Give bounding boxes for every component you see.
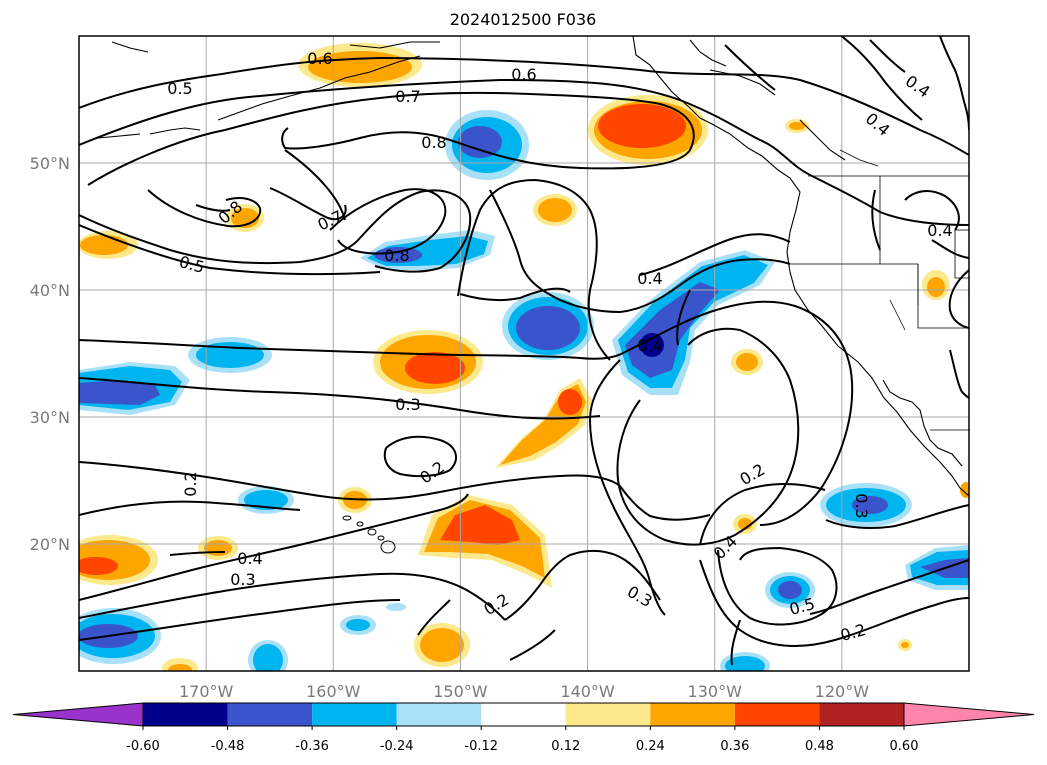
- colorbar-segment: [734, 703, 820, 726]
- contour-label: 0.3: [852, 493, 871, 518]
- contour-lines: [79, 36, 969, 666]
- colorbar-extend-low: [12, 702, 144, 727]
- lon-tick-label: 130°W: [688, 682, 743, 701]
- lat-tick-label: 40°N: [30, 281, 70, 300]
- contour-label: 0.4: [637, 269, 662, 288]
- colorbar-tick-label: 0.36: [720, 739, 749, 754]
- colorbar-segment: [312, 703, 397, 726]
- colorbar-segment: [227, 703, 313, 726]
- contour-label: 0.8: [384, 246, 409, 265]
- contour-label: 0.6: [511, 65, 536, 84]
- lon-tick-label: 160°W: [306, 682, 361, 701]
- colorbar-tick-label: -0.36: [295, 739, 329, 754]
- colorbar-tick-label: 0.60: [890, 739, 919, 754]
- colorbar-segment: [143, 703, 228, 726]
- contour-label: 0.4: [927, 221, 952, 240]
- lon-tick-label: 150°W: [433, 682, 488, 701]
- colorbar-segment: [481, 703, 566, 726]
- contour-label: 0.4: [637, 336, 662, 355]
- anomaly-fills: [79, 43, 969, 671]
- lat-tick-label: 20°N: [30, 535, 70, 554]
- colorbar-tick-label: -0.48: [211, 739, 245, 754]
- lat-tick-label: 30°N: [30, 408, 70, 427]
- colorbar-segment: [650, 703, 735, 726]
- lon-tick-label: 120°W: [815, 682, 870, 701]
- lon-tick-label: 140°W: [560, 682, 615, 701]
- colorbar-tick-label: -0.12: [464, 739, 498, 754]
- colorbar-tick-label: -0.60: [126, 739, 160, 754]
- colorbar-segment: [819, 703, 904, 726]
- contour-label: 0.4: [237, 549, 262, 568]
- colorbar-tick-label: 0.12: [551, 739, 580, 754]
- longitude-labels: 170°W 160°W 150°W 140°W 130°W 120°W: [179, 682, 869, 701]
- contour-label: 0.3: [395, 395, 420, 414]
- contour-label: 0.2: [181, 471, 200, 496]
- map-frame: [78, 35, 970, 672]
- colorbar-tick-label: 0.24: [636, 739, 665, 754]
- hawaiian-islands: [342, 515, 396, 554]
- lon-tick-label: 170°W: [179, 682, 234, 701]
- colorbar-tick-label: 0.48: [805, 739, 834, 754]
- lat-tick-label: 50°N: [30, 154, 70, 173]
- latitude-labels: 50°N 40°N 30°N 20°N: [30, 154, 70, 554]
- contour-label: 0.3: [230, 570, 255, 589]
- contour-label: 0.8: [421, 133, 446, 152]
- contour-labels: 0.60.50.60.70.80.8 0.70.80.50.40.40.40.40…: [167, 49, 952, 645]
- colorbar-tick-label: -0.24: [380, 739, 414, 754]
- colorbar-segment: [565, 703, 651, 726]
- colorbar-segment: [396, 703, 482, 726]
- map-title: 2024012500 F036: [450, 10, 597, 29]
- colorbar: -0.60 -0.48 -0.36 -0.24 -0.12 0.12 0.24 0.36 0.4…: [12, 702, 1035, 754]
- colorbar-extend-high: [903, 702, 1035, 727]
- contour-label: 0.5: [167, 79, 192, 98]
- contour-label: 0.7: [395, 87, 420, 106]
- map-gridlines: [79, 36, 969, 671]
- contour-label: 0.6: [307, 49, 332, 68]
